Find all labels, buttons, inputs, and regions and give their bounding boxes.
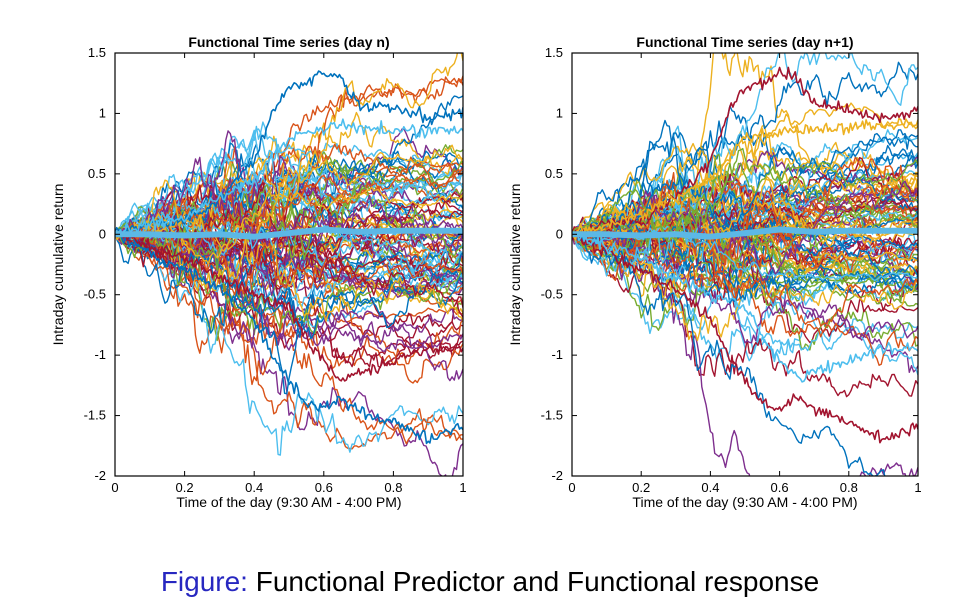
y-axis-label: Intraday cumulative return bbox=[507, 184, 523, 346]
x-tick-label: 0.6 bbox=[315, 480, 333, 495]
axes-box bbox=[571, 52, 919, 477]
x-tick-label: 0.8 bbox=[384, 480, 402, 495]
series-line bbox=[572, 186, 918, 248]
series-line bbox=[572, 210, 918, 301]
series-group bbox=[115, 53, 463, 476]
series-line bbox=[115, 233, 463, 450]
x-tick-label: 1 bbox=[914, 480, 921, 495]
highlighted-series-line bbox=[572, 231, 918, 444]
series-line bbox=[572, 61, 918, 235]
series-line bbox=[115, 184, 463, 272]
chart-panel-1: 0 0.2 0.4 0.6 0.8 1 -2 -1.5 -1 -0.5 0 0.5 1 1.5 Functi… bbox=[50, 34, 467, 510]
y-tick-label: -2 bbox=[551, 468, 563, 483]
x-tick-label: 0.2 bbox=[176, 480, 194, 495]
y-tick-label: -0.5 bbox=[541, 287, 563, 302]
highlighted-series-line bbox=[115, 70, 463, 236]
axes-box bbox=[114, 52, 464, 477]
series-line bbox=[572, 216, 918, 398]
series-line bbox=[115, 167, 463, 253]
highlighted-series-line bbox=[572, 231, 918, 383]
series-line bbox=[572, 159, 918, 240]
series-line bbox=[572, 129, 918, 242]
series-line bbox=[115, 198, 463, 296]
series-line bbox=[572, 231, 889, 476]
series-line bbox=[572, 226, 918, 327]
series-line bbox=[115, 170, 463, 235]
y-tick-label: 1.5 bbox=[88, 45, 106, 60]
series-group bbox=[572, 53, 918, 476]
x-tick-label: 0.2 bbox=[632, 480, 650, 495]
highlighted-series-line bbox=[115, 118, 463, 237]
highlighted-series-line bbox=[115, 232, 463, 445]
highlighted-series-line bbox=[572, 66, 918, 240]
series-line bbox=[115, 186, 463, 265]
y-axis-label: Intraday cumulative return bbox=[50, 184, 66, 346]
series-line bbox=[115, 233, 463, 327]
y-tick-label: -2 bbox=[94, 468, 106, 483]
mean-series-line bbox=[115, 226, 463, 240]
y-tick-label: -1 bbox=[94, 347, 106, 362]
series-line bbox=[115, 234, 463, 395]
series-line bbox=[572, 147, 918, 243]
series-line bbox=[115, 217, 463, 335]
x-tick-label: 0 bbox=[111, 480, 118, 495]
x-tick-label: 0 bbox=[568, 480, 575, 495]
y-tick-label: 1 bbox=[556, 105, 563, 120]
caption-label: Figure: bbox=[160, 566, 248, 597]
y-tick-label: 0.5 bbox=[88, 166, 106, 181]
series-line bbox=[572, 156, 918, 281]
y-tick-label: -0.5 bbox=[84, 287, 106, 302]
chart-title: Functional Time series (day n) bbox=[188, 34, 389, 50]
y-tick-label: -1.5 bbox=[541, 408, 563, 423]
chart-panel-2: 0 0.2 0.4 0.6 0.8 1 -2 -1.5 -1 -0.5 0 0.5 1 1.5 Functi… bbox=[507, 34, 922, 510]
y-tick-label: 0 bbox=[556, 226, 563, 241]
series-line bbox=[572, 175, 918, 247]
highlighted-series-line bbox=[115, 229, 463, 382]
caption-text: Functional Predictor and Functional resp… bbox=[255, 566, 820, 597]
x-axis-label: Time of the day (9:30 AM - 4:00 PM) bbox=[632, 494, 857, 510]
highlighted-series-line bbox=[572, 117, 918, 241]
x-tick-label: 0.8 bbox=[840, 480, 858, 495]
y-tick-label: -1.5 bbox=[84, 408, 106, 423]
x-tick-label: 0.4 bbox=[245, 480, 263, 495]
y-tick-label: 0.5 bbox=[545, 166, 563, 181]
chart-title: Functional Time series (day n+1) bbox=[636, 34, 853, 50]
x-tick-label: 1 bbox=[459, 480, 466, 495]
y-tick-label: 1.5 bbox=[545, 45, 563, 60]
x-tick-label: 0.4 bbox=[701, 480, 719, 495]
series-line bbox=[115, 226, 463, 456]
y-tick-label: 1 bbox=[99, 105, 106, 120]
series-line bbox=[572, 180, 918, 282]
series-line bbox=[115, 151, 463, 235]
x-axis-label: Time of the day (9:30 AM - 4:00 PM) bbox=[176, 494, 401, 510]
figure-caption: Figure: Functional Predictor and Functio… bbox=[0, 566, 980, 598]
y-tick-label: 0 bbox=[99, 226, 106, 241]
x-tick-label: 0.6 bbox=[771, 480, 789, 495]
mean-series-line bbox=[572, 226, 918, 240]
y-tick-label: -1 bbox=[551, 347, 563, 362]
series-line bbox=[115, 144, 463, 251]
series-line bbox=[115, 230, 463, 445]
